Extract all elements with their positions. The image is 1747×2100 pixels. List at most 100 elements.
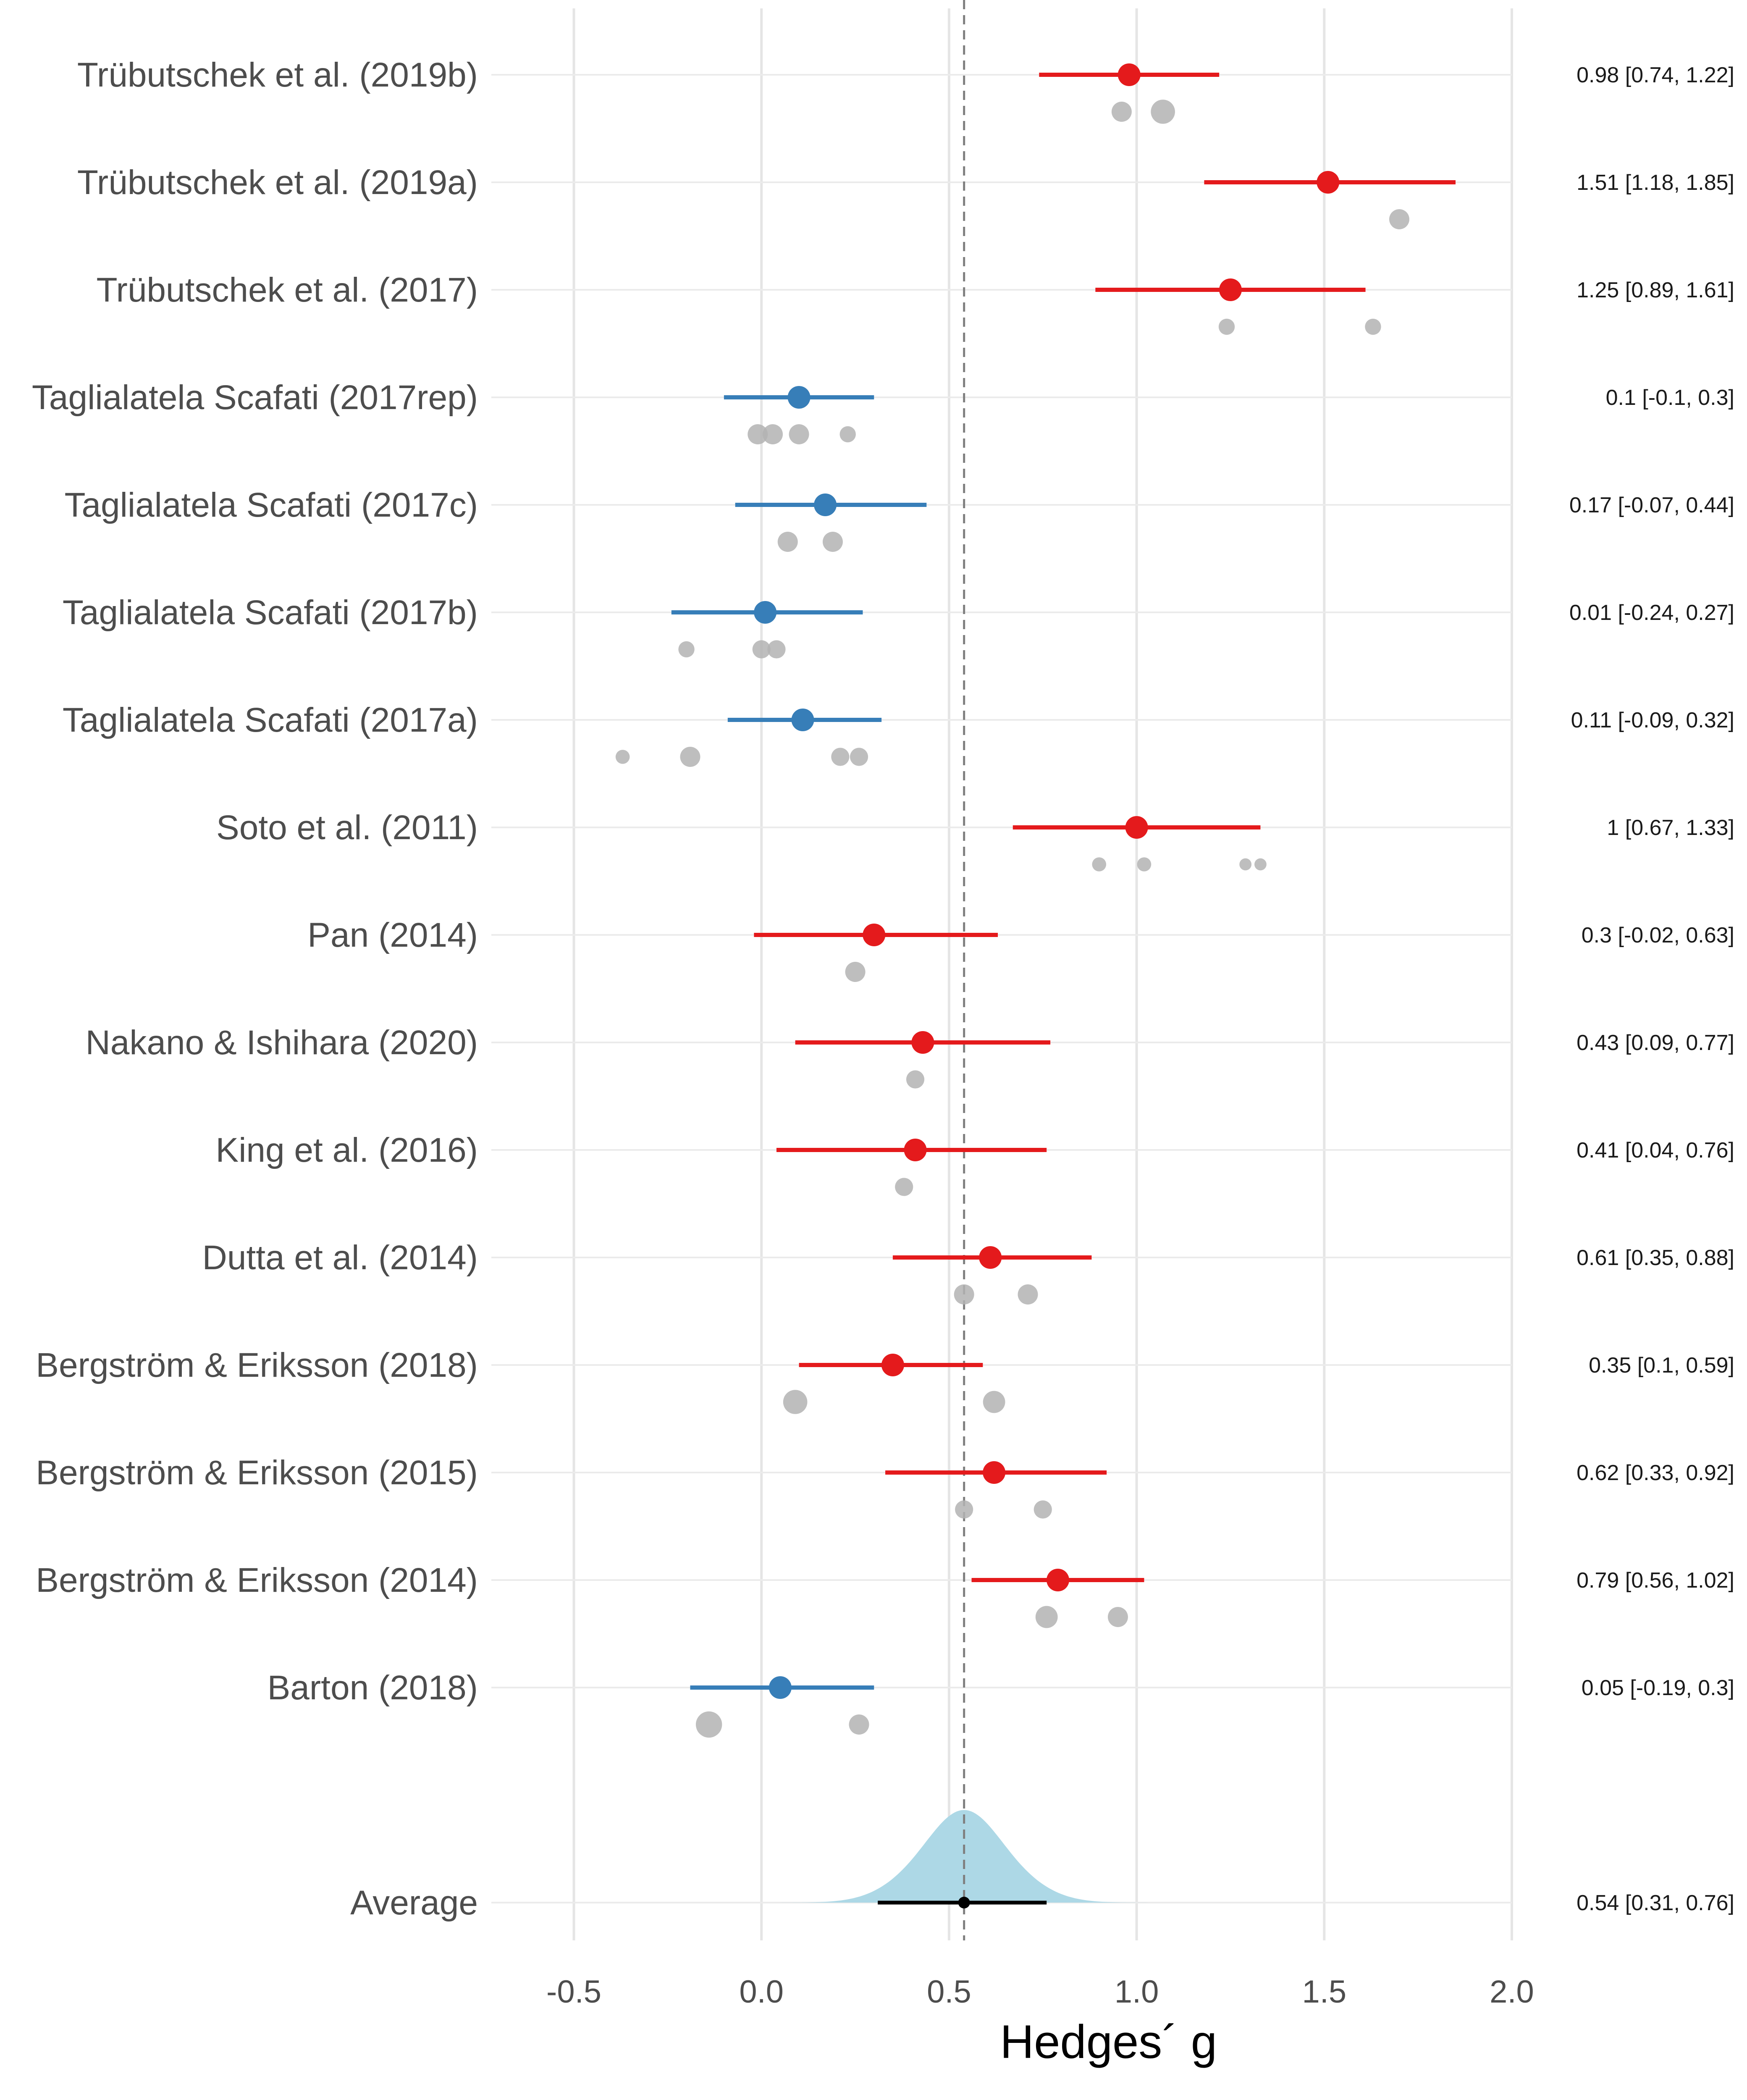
estimate-point: [754, 601, 777, 624]
estimate-label: 0.1 [-0.1, 0.3]: [1606, 386, 1734, 410]
raw-effect-point: [839, 426, 856, 443]
raw-effect-point: [1151, 100, 1175, 124]
study-row: Bergström & Eriksson (2014) 0.79 [0.56, 1…: [36, 1561, 1734, 1628]
study-row: King et al. (2016) 0.41 [0.04, 0.76]: [216, 1131, 1734, 1196]
estimate-point: [1117, 63, 1141, 86]
study-label: Bergström & Eriksson (2018): [36, 1346, 478, 1384]
x-tick-label: 0.5: [927, 1974, 971, 2010]
study-label: Bergström & Eriksson (2014): [36, 1561, 478, 1599]
raw-effect-point: [789, 424, 809, 444]
study-row: Taglialatela Scafati (2017c) 0.17 [-0.07,…: [64, 486, 1734, 552]
study-row: Taglialatela Scafati (2017b) 0.01 [-0.24,…: [63, 593, 1734, 659]
estimate-point: [1317, 171, 1340, 194]
study-row: Taglialatela Scafati (2017rep) 0.1 [-0.1,…: [32, 378, 1734, 444]
raw-effect-point: [767, 640, 786, 659]
estimate-label: 0.62 [0.33, 0.92]: [1576, 1461, 1734, 1485]
estimate-point: [814, 494, 837, 516]
study-row: Taglialatela Scafati (2017a) 0.11 [-0.09,…: [63, 701, 1734, 767]
estimate-label: 0.41 [0.04, 0.76]: [1576, 1138, 1734, 1163]
raw-effect-point: [777, 532, 798, 552]
estimate-point: [1047, 1569, 1070, 1591]
study-row: Bergström & Eriksson (2018) 0.35 [0.1, 0.…: [36, 1346, 1734, 1414]
study-label: King et al. (2016): [216, 1131, 478, 1169]
estimate-point: [983, 1461, 1006, 1484]
estimate-label: 0.17 [-0.07, 0.44]: [1569, 493, 1734, 517]
estimate-point: [979, 1246, 1002, 1269]
raw-effect-point: [763, 424, 783, 444]
study-label: Taglialatela Scafati (2017b): [63, 593, 478, 632]
estimate-label: 1.51 [1.18, 1.85]: [1576, 171, 1734, 195]
raw-effect-point: [1137, 857, 1152, 872]
estimate-label: 1 [0.67, 1.33]: [1607, 816, 1734, 840]
raw-effect-point: [695, 1711, 722, 1738]
study-label: Trübutschek et al. (2017): [96, 271, 478, 309]
raw-effect-point: [1218, 318, 1235, 335]
study-label: Trübutschek et al. (2019a): [77, 163, 478, 202]
raw-effect-point: [983, 1391, 1005, 1413]
raw-effect-point: [1107, 1607, 1128, 1627]
estimate-label: 0.3 [-0.02, 0.63]: [1582, 923, 1734, 948]
estimate-label: 0.05 [-0.19, 0.3]: [1582, 1676, 1734, 1700]
study-label: Taglialatela Scafati (2017a): [63, 701, 478, 739]
estimate-point: [1219, 278, 1242, 301]
raw-effect-point: [1111, 102, 1132, 122]
estimate-label: 0.43 [0.09, 0.77]: [1576, 1031, 1734, 1055]
raw-effect-point: [831, 748, 850, 766]
study-label: Nakano & Ishihara (2020): [86, 1024, 478, 1062]
x-tick-label: 1.5: [1302, 1974, 1346, 2010]
estimate-point: [904, 1139, 927, 1161]
average-density-layer: [775, 1810, 1153, 1903]
average-point: [958, 1897, 970, 1908]
study-label: Pan (2014): [307, 916, 478, 954]
study-row: Bergström & Eriksson (2015) 0.62 [0.33, 0…: [36, 1454, 1734, 1519]
x-tick-label: 2.0: [1490, 1974, 1534, 2010]
estimate-label: 0.98 [0.74, 1.22]: [1576, 63, 1734, 87]
average-density-curve: [775, 1810, 1153, 1903]
raw-effect-point: [680, 747, 700, 767]
estimate-label: 0.01 [-0.24, 0.27]: [1569, 601, 1734, 625]
average-row: Average 0.54 [0.31, 0.76]: [350, 1884, 1734, 1922]
raw-effect-point: [748, 424, 768, 444]
raw-effect-point: [678, 641, 695, 658]
study-label: Dutta et al. (2014): [202, 1239, 478, 1277]
raw-effect-point: [822, 532, 843, 552]
raw-effect-point: [615, 750, 630, 764]
raw-effect-point: [1365, 318, 1381, 335]
estimate-point: [769, 1676, 792, 1699]
raw-effect-point: [1034, 1500, 1052, 1519]
study-label: Taglialatela Scafati (2017c): [64, 486, 478, 524]
x-axis-title: Hedges´ g: [1000, 2016, 1217, 2068]
raw-effect-point: [783, 1390, 808, 1414]
study-row: Nakano & Ishihara (2020) 0.43 [0.09, 0.77…: [86, 1024, 1734, 1089]
grid-layer: [491, 8, 1513, 1940]
study-row: Trübutschek et al. (2019b) 0.98 [0.74, 1.…: [77, 56, 1734, 124]
x-tick-label: -0.5: [546, 1974, 601, 2010]
raw-effect-point: [752, 640, 771, 659]
raw-effect-point: [1035, 1606, 1058, 1628]
estimate-label: 0.11 [-0.09, 0.32]: [1571, 708, 1734, 732]
average-label: Average: [350, 1884, 478, 1922]
estimate-label: 0.35 [0.1, 0.59]: [1589, 1353, 1734, 1378]
raw-effect-point: [1018, 1284, 1038, 1305]
average-estimate-label: 0.54 [0.31, 0.76]: [1576, 1891, 1734, 1915]
raw-effect-point: [845, 962, 866, 982]
estimate-point: [787, 386, 811, 409]
study-row: Trübutschek et al. (2017) 1.25 [0.89, 1.6…: [96, 271, 1734, 335]
raw-effect-point: [906, 1070, 925, 1089]
study-row: Soto et al. (2011) 1 [0.67, 1.33]: [216, 808, 1734, 872]
study-label: Soto et al. (2011): [216, 808, 478, 847]
estimate-point: [911, 1031, 934, 1054]
raw-effect-point: [1254, 858, 1267, 871]
estimate-label: 1.25 [0.89, 1.61]: [1576, 278, 1734, 302]
x-axis: -0.5 0.0 0.5 1.0 1.5 2.0: [546, 1974, 1534, 2010]
study-label: Barton (2018): [268, 1669, 478, 1707]
estimate-label: 0.79 [0.56, 1.02]: [1576, 1568, 1734, 1593]
estimate-point: [791, 709, 814, 731]
raw-effect-point: [1092, 857, 1107, 872]
estimate-point: [881, 1354, 904, 1376]
raw-effect-point: [849, 1714, 869, 1735]
study-row: Barton (2018) 0.05 [-0.19, 0.3]: [268, 1669, 1734, 1738]
raw-effect-point: [850, 748, 868, 766]
estimate-point: [863, 924, 886, 946]
